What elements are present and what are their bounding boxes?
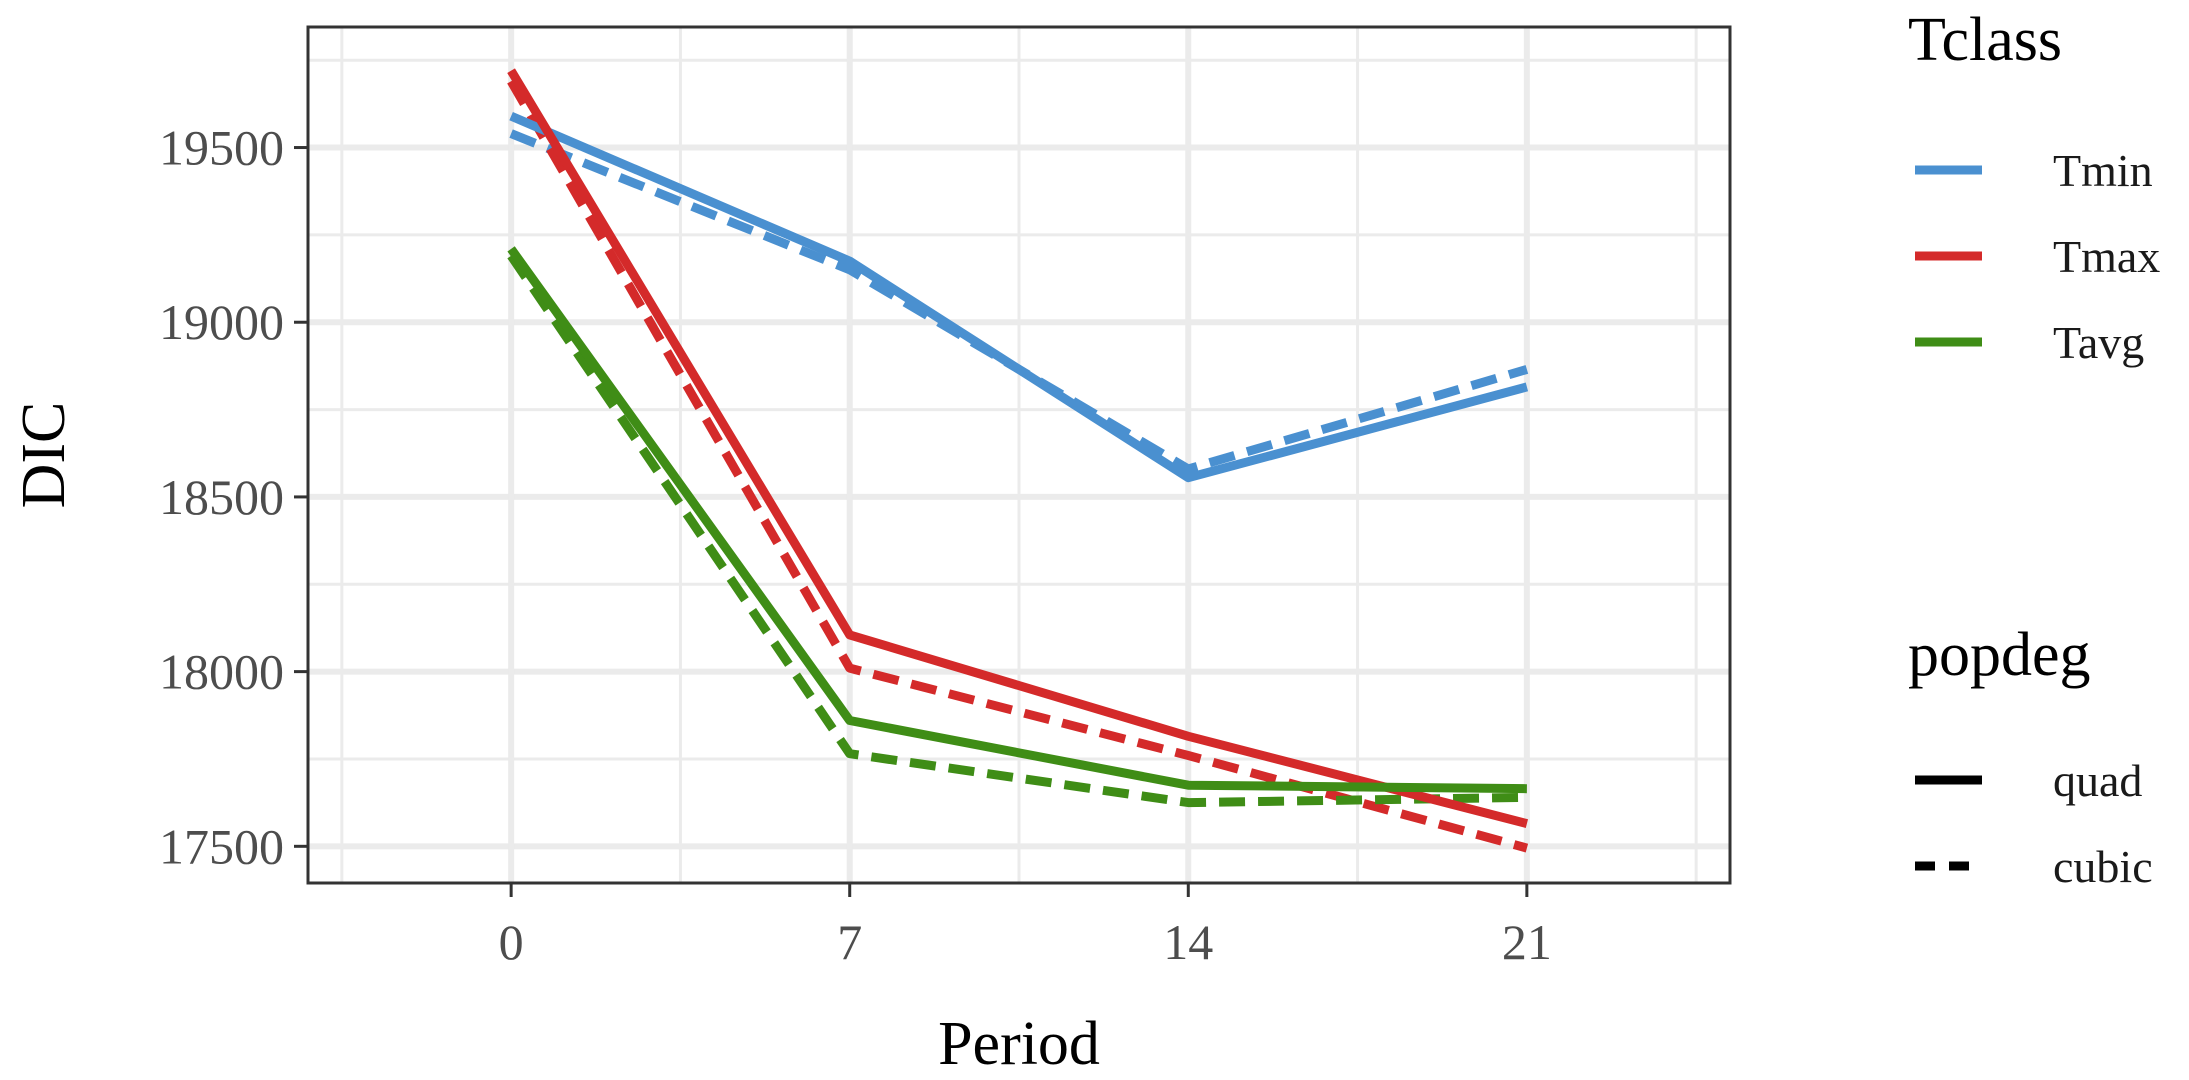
y-tick-label: 19000: [159, 294, 284, 350]
y-tick-label: 18000: [159, 644, 284, 700]
x-tick-label: 7: [837, 914, 862, 970]
x-tick-label: 21: [1502, 914, 1552, 970]
plot-panel-border: [306, 25, 1732, 885]
series-lines: [507, 68, 1529, 853]
legend-label-tmin: Tmin: [2053, 145, 2153, 196]
x-tick-label: 14: [1163, 914, 1213, 970]
legend-label-tmax: Tmax: [2053, 231, 2160, 282]
legend-label-cubic: cubic: [2053, 841, 2153, 892]
legend: Tclass popdeg Tmin Tmax Tavg quad cubic: [1908, 6, 2160, 892]
major-gridlines: [308, 27, 1730, 883]
series-line-tavg-quad: [507, 246, 1527, 794]
y-axis-title: DIC: [10, 402, 78, 509]
minor-gridlines: [308, 27, 1730, 883]
legend-title-tclass: Tclass: [1908, 6, 2062, 74]
legend-label-quad: quad: [2053, 755, 2142, 806]
series-line-tmax-quad: [507, 68, 1529, 828]
x-tick-label: 0: [499, 914, 524, 970]
y-axis: 17500 18000 18500 19000 19500: [159, 120, 308, 874]
legend-title-popdeg: popdeg: [1908, 621, 2091, 689]
y-tick-label: 17500: [159, 818, 284, 874]
y-tick-label: 19500: [159, 120, 284, 176]
series-line-tavg-cubic: [507, 253, 1527, 808]
legend-label-tavg: Tavg: [2053, 317, 2144, 368]
y-tick-label: 18500: [159, 469, 284, 525]
x-axis-title: Period: [938, 1010, 1100, 1078]
series-line-tmin-quad: [509, 111, 1529, 483]
x-axis: 0 7 14 21: [499, 883, 1552, 970]
